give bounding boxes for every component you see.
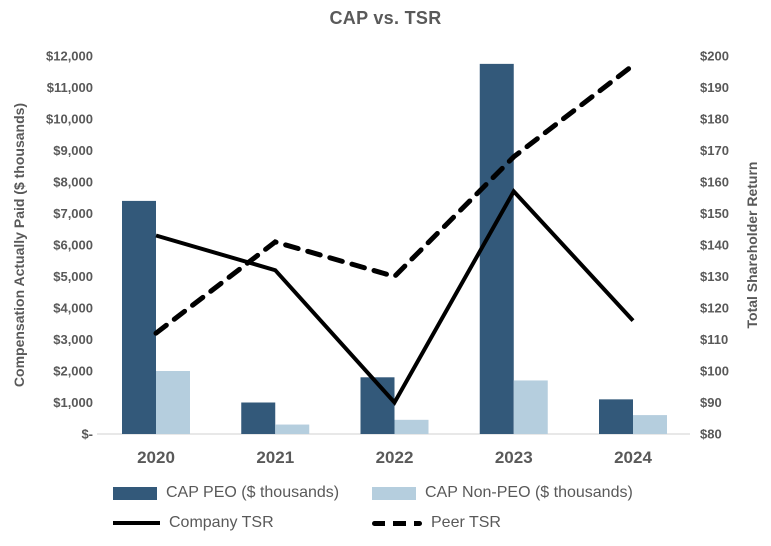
bar-cap-non-peo xyxy=(275,424,310,434)
x-axis-category-label: 2021 xyxy=(256,448,294,467)
bar-cap-peo xyxy=(241,402,276,434)
left-axis-tick-label: $4,000 xyxy=(53,301,93,316)
left-axis-tick-label: $6,000 xyxy=(53,238,93,253)
peer-tsr-line xyxy=(153,62,636,336)
legend-item-cap-peo: CAP PEO ($ thousands) xyxy=(113,484,339,502)
x-axis-category-label: 2024 xyxy=(614,448,652,467)
cap-non-peo-swatch-icon xyxy=(372,486,416,500)
right-axis-tick-label: $140 xyxy=(700,238,729,253)
legend-item-company-tsr: Company TSR xyxy=(113,514,274,532)
bar-cap-non-peo xyxy=(156,371,190,434)
legend-item-peer-tsr: Peer TSR xyxy=(372,514,501,532)
right-axis-tick-label: $100 xyxy=(700,364,729,379)
left-axis-tick-label: $5,000 xyxy=(53,269,93,284)
left-axis-tick-label: $9,000 xyxy=(53,143,93,158)
right-axis-tick-label: $150 xyxy=(700,206,729,221)
cap-peo-swatch-icon xyxy=(113,486,157,500)
legend-label: CAP PEO ($ thousands) xyxy=(166,484,340,501)
x-axis-category-label: 2023 xyxy=(495,448,533,467)
left-axis-tick-label: $11,000 xyxy=(47,80,93,95)
left-axis-tick-label: $1,000 xyxy=(53,395,93,410)
left-axis-tick-label: $3,000 xyxy=(53,332,93,347)
left-axis-tick-label: $7,000 xyxy=(53,206,93,221)
legend-label: Peer TSR xyxy=(431,514,501,531)
x-axis-category-label: 2022 xyxy=(376,448,414,467)
bar-cap-non-peo xyxy=(513,380,548,434)
right-axis-tick-label: $110 xyxy=(700,332,728,347)
right-axis-tick-label: $80 xyxy=(700,427,722,442)
bar-cap-peo xyxy=(479,63,514,434)
legend-item-cap-non-peo: CAP Non-PEO ($ thousands) xyxy=(372,484,633,502)
legend-label: Company TSR xyxy=(169,514,274,531)
dashed-line-swatch-icon xyxy=(372,520,422,526)
right-axis-tick-label: $120 xyxy=(700,301,729,316)
right-axis-tick-label: $170 xyxy=(700,143,729,158)
bar-cap-non-peo xyxy=(394,419,429,434)
company-tsr-line xyxy=(155,188,635,406)
bar-cap-peo xyxy=(599,399,633,434)
right-axis-tick-label: $130 xyxy=(700,269,729,284)
chart-title: CAP vs. TSR xyxy=(329,8,442,28)
right-axis-tick-label: $180 xyxy=(700,112,729,127)
right-axis-tick-label: $90 xyxy=(700,395,722,410)
left-axis-tick-label: $2,000 xyxy=(53,364,93,379)
bar-cap-peo xyxy=(122,200,156,434)
right-axis-tick-label: $190 xyxy=(700,80,729,95)
left-axis-tick-label: $8,000 xyxy=(53,175,93,190)
bar-cap-non-peo xyxy=(633,415,667,434)
left-axis-tick-label: $10,000 xyxy=(46,112,93,127)
left-axis-tick-label: $- xyxy=(81,427,93,442)
right-axis-tick-label: $200 xyxy=(700,49,729,64)
solid-line-swatch-icon xyxy=(113,521,160,525)
left-axis-tick-label: $12,000 xyxy=(46,49,93,64)
right-axis-tick-label: $160 xyxy=(700,175,729,190)
x-axis-category-label: 2020 xyxy=(137,448,175,467)
bar-cap-peo xyxy=(360,377,395,434)
legend-label: CAP Non-PEO ($ thousands) xyxy=(425,484,633,501)
